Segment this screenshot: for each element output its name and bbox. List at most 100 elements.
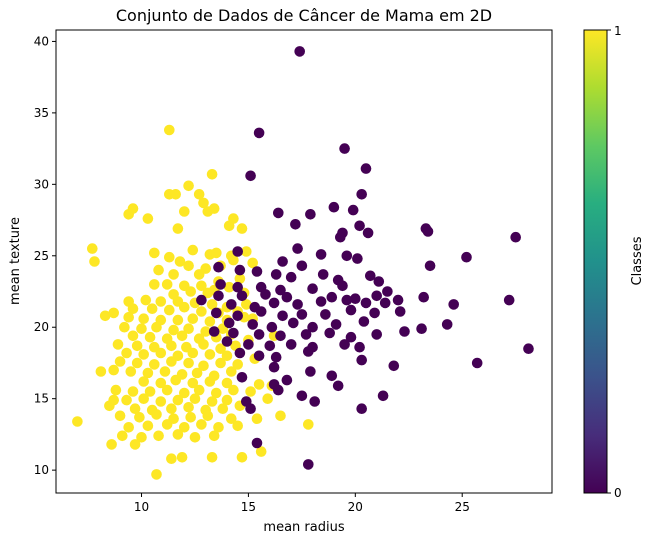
data-point-class-1 [134,412,145,423]
data-point-class-1 [204,316,216,327]
data-point-class-1 [170,374,181,386]
data-point-class-0 [337,280,348,292]
data-point-class-0 [332,380,344,392]
plot-frame [55,29,553,494]
data-point-class-1 [236,452,248,463]
data-point-class-1 [223,281,235,293]
data-point-class-1 [136,323,147,335]
data-point-class-1 [114,410,126,422]
data-point-class-0 [303,346,314,357]
data-point-class-1 [183,357,194,369]
data-point-class-0 [330,319,342,330]
data-point-class-1 [232,359,243,370]
data-point-class-1 [104,400,115,412]
data-point-class-1 [114,356,126,367]
data-point-class-1 [183,323,194,335]
data-point-class-0 [360,163,372,174]
data-point-class-0 [251,266,263,277]
data-point-class-0 [268,361,280,373]
data-point-class-1 [232,420,243,432]
data-point-class-1 [198,360,209,372]
data-point-class-1 [189,393,201,405]
data-point-class-0 [277,310,288,322]
data-point-class-0 [247,319,258,330]
x-axis-ticks: 10 15 20 25 [134,493,470,514]
data-point-class-0 [354,220,365,232]
data-point-class-1 [226,413,237,425]
data-point-class-0 [236,372,248,383]
data-point-class-0 [260,289,271,300]
data-point-class-1 [176,330,188,342]
y-tick-label: 10 [34,463,49,477]
data-point-class-1 [236,223,248,234]
data-point-class-0 [324,327,336,339]
x-tick-label: 15 [241,500,256,514]
data-point-class-1 [206,396,218,407]
data-point-class-1 [241,299,252,310]
data-point-class-1 [303,419,314,430]
x-tick-label: 20 [348,500,363,514]
data-point-class-0 [245,170,256,182]
data-point-class-0 [418,291,430,303]
data-point-class-1 [138,393,149,405]
data-point-class-1 [204,376,216,387]
y-tick-label: 35 [34,106,49,120]
data-point-class-1 [168,269,179,280]
data-point-class-1 [164,124,175,136]
data-point-class-0 [213,290,224,302]
data-point-class-1 [241,246,252,257]
data-point-class-0 [292,299,303,310]
colorbar-tick-label-1: 1 [614,24,622,38]
data-point-class-0 [273,207,284,219]
data-point-class-1 [164,304,175,316]
data-point-class-1 [196,306,207,317]
data-point-class-1 [117,430,128,442]
data-point-class-0 [277,256,288,267]
data-point-class-1 [89,256,100,267]
data-point-class-1 [87,243,98,254]
data-point-class-0 [441,319,453,330]
data-point-class-0 [281,291,293,303]
data-point-class-1 [179,422,190,433]
data-point-class-0 [294,46,306,57]
colorbar-tick-label-0: 0 [614,486,622,500]
data-point-class-1 [221,377,233,389]
data-point-class-1 [72,416,83,427]
data-point-class-1 [172,429,184,440]
data-point-class-1 [95,366,107,377]
data-point-class-1 [127,330,139,342]
data-point-class-1 [155,296,167,307]
data-point-class-1 [183,180,194,192]
data-point-class-0 [335,231,346,243]
data-point-class-0 [392,294,404,306]
data-point-class-0 [213,261,224,273]
data-point-class-0 [264,340,276,352]
data-point-class-1 [129,439,141,450]
data-point-class-0 [461,251,472,263]
data-point-class-1 [202,287,214,299]
data-point-class-1 [185,286,196,297]
data-point-class-0 [245,403,256,415]
data-point-class-0 [388,360,400,372]
data-point-class-1 [131,357,143,369]
data-point-class-1 [161,384,173,396]
data-point-class-1 [172,314,184,326]
data-point-class-0 [354,341,365,353]
y-tick-label: 25 [34,249,49,263]
data-point-class-0 [208,326,220,337]
x-tick-label: 10 [134,500,149,514]
data-point-class-1 [149,247,160,259]
data-point-class-1 [208,203,220,214]
data-point-class-1 [121,394,132,406]
data-point-class-0 [360,297,372,309]
data-point-class-0 [341,294,353,306]
y-tick-label: 30 [34,177,49,191]
data-point-class-0 [288,317,299,329]
data-point-class-0 [358,316,370,327]
data-point-class-1 [149,279,160,290]
data-point-class-0 [211,307,222,319]
data-point-class-1 [221,394,233,406]
data-point-class-0 [236,290,248,302]
data-point-class-1 [247,257,258,269]
data-point-class-1 [179,301,190,313]
